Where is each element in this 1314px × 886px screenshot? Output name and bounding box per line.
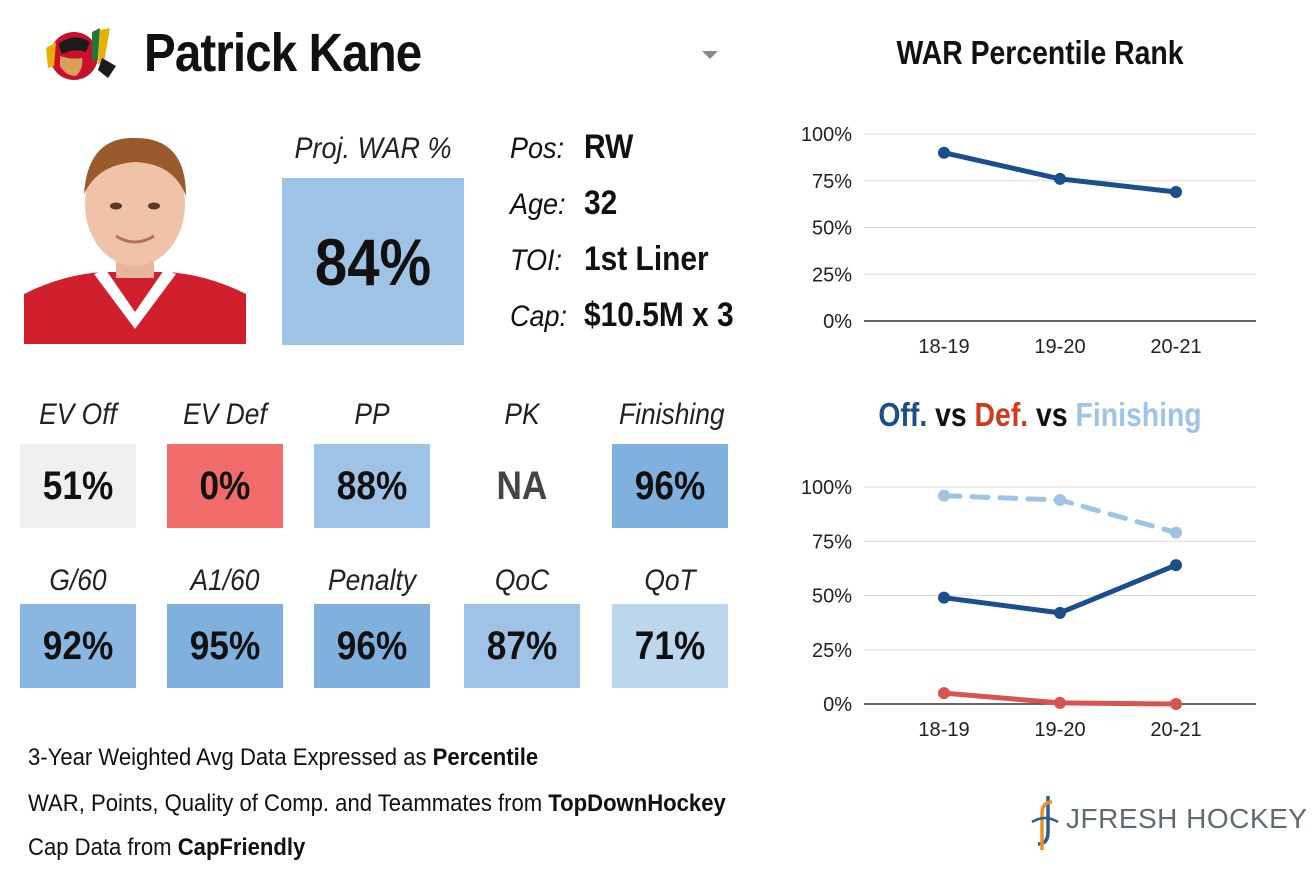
chart-1-series-0-point bbox=[1054, 172, 1066, 185]
stat-value-ev-off: 51% bbox=[42, 463, 114, 508]
stat-label-g60: G/60 bbox=[49, 564, 107, 597]
footer-line-2-text: WAR, Points, Quality of Comp. and Teamma… bbox=[28, 790, 549, 817]
stat-value-penalty: 96% bbox=[336, 623, 408, 668]
chart-2-title-vs-1: vs bbox=[927, 396, 975, 433]
chart-2-title-finishing: Finishing bbox=[1075, 396, 1202, 433]
chart-2-series-line-0 bbox=[941, 562, 1179, 616]
chart-1-series-0-point bbox=[938, 146, 950, 159]
age-value: 32 bbox=[584, 184, 618, 222]
chart-2-y-tick-label: 50% bbox=[812, 586, 852, 608]
stat-box-ev-off: 51% bbox=[20, 444, 136, 528]
stat-label-penalty: Penalty bbox=[327, 564, 417, 597]
proj-war-label: Proj. WAR % bbox=[294, 132, 452, 165]
chart-1-x-tick-label: 19-20 bbox=[1034, 336, 1085, 358]
war-percentile-chart: 0% 25% 50% 75% 100% 18-19 19-20 20-21 bbox=[801, 124, 1256, 358]
stat-box-a160: 95% bbox=[167, 604, 283, 688]
footer-line-1: 3-Year Weighted Avg Data Expressed as Pe… bbox=[28, 744, 538, 772]
chart-2-series-0-point bbox=[1054, 606, 1066, 619]
stat-box-pk: NA bbox=[464, 444, 580, 528]
chart-2-x-tick-label: 19-20 bbox=[1034, 719, 1085, 741]
stat-box-ev-def: 0% bbox=[167, 444, 283, 528]
pos-label: Pos: bbox=[510, 132, 565, 165]
stat-value-a160: 95% bbox=[189, 623, 261, 668]
stat-box-g60: 92% bbox=[20, 604, 136, 688]
stat-value-qoc: 87% bbox=[486, 623, 558, 668]
stat-box-penalty: 96% bbox=[314, 604, 430, 688]
chart-1-x-tick-label: 20-21 bbox=[1150, 336, 1201, 358]
pos-value: RW bbox=[584, 128, 634, 166]
proj-war-box: 84% bbox=[282, 178, 464, 345]
stat-value-pk: NA bbox=[496, 463, 548, 508]
chart-2-title-def: Def. bbox=[974, 396, 1029, 433]
chart-2-series-2-point bbox=[1170, 526, 1182, 539]
chart-1-y-tick-label: 100% bbox=[801, 124, 852, 146]
chart-2-series-1-point bbox=[938, 687, 950, 700]
caret-down-icon[interactable] bbox=[700, 48, 720, 62]
player-photo bbox=[24, 124, 246, 344]
chart-1-y-tick-label: 0% bbox=[823, 311, 852, 333]
chart-2-y-tick-label: 100% bbox=[801, 477, 852, 499]
chart-2-series-0-point bbox=[938, 591, 950, 604]
chart-1-series-0-point bbox=[1170, 185, 1182, 198]
chart-1-y-tick-label: 25% bbox=[812, 264, 852, 286]
footer-line-2-bold: TopDownHockey bbox=[548, 790, 726, 817]
footer-line-2: WAR, Points, Quality of Comp. and Teamma… bbox=[28, 790, 726, 818]
stat-value-ev-def: 0% bbox=[199, 463, 251, 508]
chart-2-y-tick-label: 0% bbox=[823, 694, 852, 716]
stat-value-finishing: 96% bbox=[634, 463, 706, 508]
chart-2-y-tick-label: 25% bbox=[812, 640, 852, 662]
stat-value-pp: 88% bbox=[336, 463, 408, 508]
stat-box-qot: 71% bbox=[612, 604, 728, 688]
chart-2-series-1-point bbox=[1170, 698, 1182, 710]
footer-line-3-bold: CapFriendly bbox=[177, 834, 306, 861]
chart-2-series-2-point bbox=[1054, 494, 1066, 507]
stat-label-pp: PP bbox=[354, 398, 390, 431]
footer-line-1-bold: Percentile bbox=[432, 744, 539, 771]
cap-label: Cap: bbox=[510, 300, 568, 333]
chicago-blackhawks-logo-icon bbox=[38, 18, 120, 90]
footer-line-3: Cap Data from CapFriendly bbox=[28, 834, 305, 862]
toi-label: TOI: bbox=[510, 244, 563, 277]
chart-2-title-vs-2: vs bbox=[1028, 396, 1076, 433]
chart-1-series-line-0 bbox=[941, 150, 1179, 195]
stat-label-qot: QoT bbox=[644, 564, 696, 597]
stat-box-qoc: 87% bbox=[464, 604, 580, 688]
footer-line-3-text: Cap Data from bbox=[28, 834, 178, 861]
proj-war-value: 84% bbox=[314, 224, 432, 299]
stat-box-pp: 88% bbox=[314, 444, 430, 528]
chart-2-title: Off. vs Def. vs Finishing bbox=[834, 396, 1247, 434]
age-label: Age: bbox=[510, 188, 566, 221]
stat-label-a160: A1/60 bbox=[190, 564, 260, 597]
toi-value: 1st Liner bbox=[584, 240, 709, 278]
cap-value: $10.5M x 3 bbox=[584, 296, 734, 334]
chart-2-title-off: Off. bbox=[878, 396, 928, 433]
stat-value-qot: 71% bbox=[634, 623, 706, 668]
chart-2-x-tick-label: 20-21 bbox=[1150, 719, 1201, 741]
chart-2-series-2-point bbox=[938, 489, 950, 502]
stat-label-finishing: Finishing bbox=[618, 398, 725, 431]
chart-1-title: WAR Percentile Rank bbox=[896, 34, 1184, 71]
chart-1-y-tick-label: 50% bbox=[812, 218, 852, 240]
footer-line-1-text: 3-Year Weighted Avg Data Expressed as bbox=[28, 744, 433, 771]
chart-2-series-1-point bbox=[1054, 696, 1066, 709]
stat-label-qoc: QoC bbox=[494, 564, 550, 597]
off-def-finishing-chart: 0% 25% 50% 75% 100% 18-19 19-20 20-21 bbox=[801, 477, 1256, 741]
stat-label-ev-off: EV Off bbox=[39, 398, 117, 431]
stat-box-finishing: 96% bbox=[612, 444, 728, 528]
chart-2-series-0-point bbox=[1170, 559, 1182, 572]
player-name: Patrick Kane bbox=[144, 23, 422, 83]
chart-2-x-tick-label: 18-19 bbox=[918, 719, 969, 741]
stat-value-g60: 92% bbox=[42, 623, 114, 668]
chart-1-y-tick-label: 75% bbox=[812, 171, 852, 193]
chart-1-x-tick-label: 18-19 bbox=[918, 336, 969, 358]
stat-label-pk: PK bbox=[504, 398, 540, 431]
chart-2-y-tick-label: 75% bbox=[812, 531, 852, 553]
stat-label-ev-def: EV Def bbox=[183, 398, 267, 431]
brand-name: JFRESH HOCKEY bbox=[1066, 803, 1308, 834]
jfresh-hockey-logo-icon bbox=[1028, 792, 1062, 852]
